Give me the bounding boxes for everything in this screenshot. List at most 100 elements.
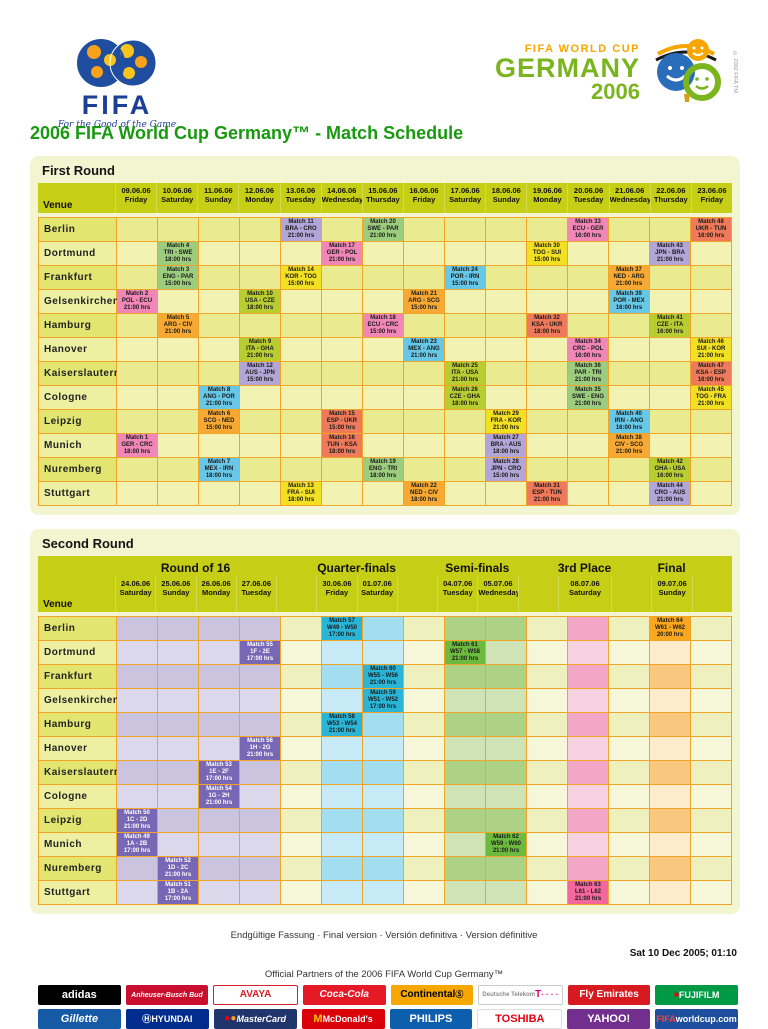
empty-cell	[240, 665, 280, 688]
match-teams: BRA - AUS	[490, 442, 522, 448]
match-label: Match 36	[575, 363, 601, 369]
match-cell-match-9: Match 9 ITA - GHA 21:00 hrs	[240, 338, 280, 361]
empty-cell	[281, 881, 321, 904]
sponsor-logo-fly-emirates: Fly Emirates	[567, 985, 651, 1005]
empty-cell	[568, 641, 608, 664]
fifa-balls-icon	[77, 39, 157, 87]
venue-cell: Nuremberg	[39, 857, 116, 880]
date-text: 12.06.06	[244, 186, 275, 195]
sponsor-logo-coca-cola: Coca-Cola	[302, 985, 386, 1005]
empty-cell	[486, 641, 526, 664]
match-teams: USA - CZE	[245, 298, 275, 304]
empty-cell	[445, 833, 485, 856]
match-time: 15:00 hrs	[246, 377, 274, 383]
empty-cell	[281, 833, 321, 856]
empty-cell	[527, 641, 567, 664]
world-cup-logo: FIFA WORLD CUP GERMANY 2006 © 2002 FIFA …	[495, 36, 738, 108]
match-time: 15:00 hrs	[328, 425, 356, 431]
match-cell-match-34: Match 34 CRC - POL 16:00 hrs	[568, 338, 608, 361]
empty-cell	[486, 242, 526, 265]
match-label: Match 17	[329, 243, 355, 249]
sponsor-text: Ⓢ	[455, 990, 464, 999]
empty-cell	[691, 434, 731, 457]
match-time: 16:00 hrs	[574, 233, 602, 239]
empty-cell	[117, 785, 157, 808]
empty-cell	[281, 410, 321, 433]
venue-cell: Cologne	[39, 386, 116, 409]
empty-cell	[117, 314, 157, 337]
date-header: 14.06.06 Wednesday	[320, 183, 362, 213]
empty-cell	[691, 410, 731, 433]
match-cell-match-56: Match 56 1H - 2G 21:00 hrs	[240, 737, 280, 760]
empty-cell	[158, 641, 198, 664]
match-label: Match 44	[657, 483, 683, 489]
sponsor-text: FIFA	[656, 1013, 676, 1024]
empty-cell	[281, 617, 321, 640]
empty-cell	[609, 857, 649, 880]
match-label: Match 37	[616, 267, 642, 273]
match-label: Match 43	[657, 243, 683, 249]
date-text: 01.07.06	[362, 579, 392, 588]
match-label: Match 32	[534, 315, 560, 321]
empty-cell	[240, 266, 280, 289]
match-teams: ESP - TUN	[532, 490, 562, 496]
match-label: Match 58	[329, 714, 355, 720]
match-teams: GER - POL	[326, 250, 358, 256]
date-text: 10.06.06	[162, 186, 192, 195]
match-teams: ECU - CRC	[367, 322, 399, 328]
print-date: Sat 10 Dec 2005; 01:10	[629, 948, 737, 959]
empty-cell	[568, 809, 608, 832]
empty-cell	[117, 665, 157, 688]
empty-cell	[527, 617, 567, 640]
date-header: 13.06.06 Tuesday	[279, 183, 321, 213]
date-header	[517, 576, 558, 612]
empty-cell	[322, 386, 362, 409]
empty-cell	[691, 290, 731, 313]
empty-cell	[199, 737, 239, 760]
day-text: Saturday	[568, 588, 602, 597]
venue-cell: Gelsenkirchen	[39, 689, 119, 712]
empty-cell	[527, 713, 567, 736]
empty-cell	[445, 809, 485, 832]
empty-cell	[445, 737, 485, 760]
empty-cell	[363, 857, 403, 880]
date-text: 30.06.06	[322, 579, 352, 588]
empty-cell	[404, 785, 444, 808]
match-label: Match 52	[165, 858, 191, 864]
empty-cell	[363, 266, 403, 289]
sponsor-text: Fly Emirates	[579, 989, 639, 1000]
empty-cell	[650, 434, 690, 457]
venue-cell: Hanover	[39, 737, 116, 760]
match-time: 15:00 hrs	[369, 329, 397, 335]
empty-cell	[609, 482, 649, 505]
empty-cell	[650, 386, 690, 409]
empty-cell	[568, 290, 608, 313]
first-round-label: First Round	[42, 163, 115, 178]
empty-cell	[609, 242, 649, 265]
match-cell-match-43: Match 43 JPN - BRA 21:00 hrs	[650, 242, 690, 265]
empty-cell	[363, 785, 403, 808]
match-time: 15:00 hrs	[205, 425, 233, 431]
empty-cell	[158, 665, 198, 688]
match-teams: MEX - IRN	[204, 466, 234, 472]
match-teams: 1D - 2C	[167, 865, 189, 871]
empty-cell	[199, 218, 239, 241]
empty-cell	[486, 482, 526, 505]
empty-cell	[445, 434, 485, 457]
match-teams: POR - MEX	[613, 298, 645, 304]
match-teams: FRA - KOR	[490, 418, 522, 424]
sponsor-text: T	[535, 989, 542, 1000]
empty-cell	[404, 242, 444, 265]
empty-cell	[486, 290, 526, 313]
date-text: 21.06.06	[615, 186, 645, 195]
match-teams: GER - CRC	[121, 442, 153, 448]
match-teams: KSA - ESP	[696, 370, 726, 376]
match-teams: KSA - UKR	[531, 322, 563, 328]
match-cell-match-60: Match 60 W55 - W56 21:00 hrs	[363, 665, 403, 688]
empty-cell	[281, 737, 321, 760]
date-header: 12.06.06 Monday	[238, 183, 279, 213]
empty-cell	[158, 833, 198, 856]
match-teams: CRO - AUS	[654, 490, 686, 496]
empty-cell	[199, 809, 239, 832]
sponsor-text: adidas	[61, 988, 97, 1001]
